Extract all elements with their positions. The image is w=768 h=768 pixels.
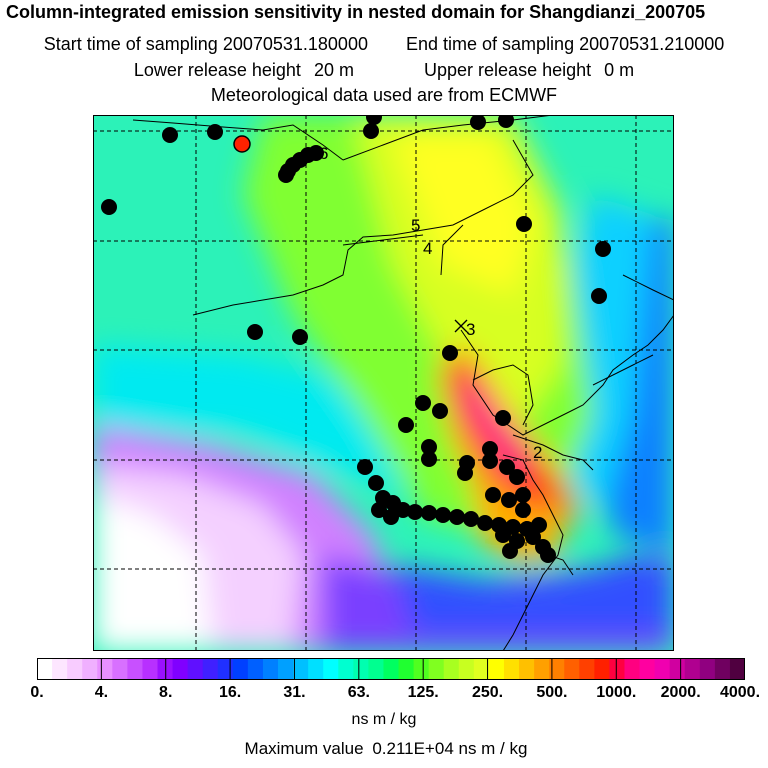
colorbar-swatch	[278, 658, 294, 680]
colorbar-swatch	[353, 658, 369, 680]
plot-title: Column-integrated emission sensitivity i…	[6, 2, 706, 22]
colorbar-tick-label: 16.	[218, 684, 242, 701]
colorbar-swatch	[609, 658, 625, 680]
trajectory-label-5: 5	[411, 216, 420, 235]
emission-sensitivity-map: 2 3 4 5 6	[93, 115, 674, 651]
colorbar-swatch	[443, 658, 460, 680]
maximum-value-number: 0.211E+04 ns m / kg	[372, 739, 528, 758]
colorbar-tick-label: 1000.	[596, 684, 637, 701]
sensitivity-field	[93, 115, 674, 651]
colorbar-tick-label: 500.	[536, 684, 568, 701]
colorbar-swatch	[594, 658, 610, 680]
colorbar-swatch	[473, 658, 490, 680]
colorbar-swatch	[262, 658, 279, 680]
lower-release-value: 20 m	[313, 60, 354, 80]
colorbar-swatch	[458, 658, 475, 680]
colorbar	[37, 658, 745, 680]
colorbar-swatch	[52, 658, 68, 680]
colorbar-swatch	[67, 658, 83, 680]
maximum-value: Maximum value 0.211E+04 ns m / kg	[0, 739, 768, 759]
colorbar-swatch	[639, 658, 656, 680]
colorbar-tick-label: 8.	[159, 684, 173, 701]
colorbar-tick-label: 63.	[347, 684, 370, 701]
colorbar-swatch	[428, 658, 445, 680]
trajectory-label-2: 2	[533, 443, 542, 462]
trajectory-points	[101, 115, 611, 563]
colorbar-swatch	[729, 658, 745, 680]
colorbar-swatch	[669, 658, 686, 680]
start-time-value: 20070531.180000	[222, 34, 368, 54]
colorbar-swatch	[503, 658, 520, 680]
colorbar-swatch	[247, 658, 264, 680]
colorbar-units: ns m / kg	[351, 711, 417, 728]
colorbar-swatch	[172, 658, 189, 680]
colorbar-swatch	[714, 658, 731, 680]
colorbar-swatch	[654, 658, 671, 680]
colorbar-swatch	[202, 658, 219, 680]
colorbar-swatch	[82, 658, 98, 680]
colorbar-swatch	[684, 658, 701, 680]
colorbar-swatch	[383, 658, 400, 680]
end-time-label: End time of sampling	[406, 34, 575, 54]
colorbar-tick-label: 2000.	[660, 684, 701, 701]
colorbar-swatch	[187, 658, 204, 680]
maximum-value-label: Maximum value	[244, 739, 364, 758]
lat-lon-grid	[93, 115, 674, 651]
trajectory-label-3: 3	[466, 320, 475, 339]
trajectory-label-6: 6	[319, 144, 328, 163]
colorbar-swatch	[293, 658, 309, 680]
station-marker	[233, 135, 251, 153]
colorbar-swatch	[488, 658, 505, 680]
release-point-cross	[454, 319, 468, 333]
colorbar-swatch	[142, 658, 159, 680]
colorbar-swatch	[624, 658, 641, 680]
start-time-label: Start time of sampling	[43, 34, 218, 54]
colorbar-swatch	[37, 658, 53, 680]
colorbar-swatch	[699, 658, 716, 680]
colorbar-swatch	[112, 658, 128, 680]
colorbar-swatch	[97, 658, 113, 680]
colorbar-swatch	[338, 658, 354, 680]
met-data-line: Meteorological data used are from ECMWF	[210, 85, 558, 105]
release-heights: Lower release height 20 m Upper release …	[0, 60, 768, 81]
colorbar-tick-label: 0.	[30, 684, 44, 701]
colorbar-swatch	[308, 658, 324, 680]
coastlines	[132, 115, 674, 651]
colorbar-swatch	[413, 658, 430, 680]
colorbar-tick-label: 31.	[283, 684, 306, 701]
lower-release-label: Lower release height	[133, 60, 301, 80]
colorbar-swatch	[398, 658, 415, 680]
colorbar-swatch	[368, 658, 384, 680]
upper-release-value: 0 m	[604, 60, 635, 80]
upper-release-label: Upper release height	[424, 60, 592, 80]
colorbar-border	[37, 658, 745, 680]
colorbar-swatch	[579, 658, 595, 680]
trajectory-label-4: 4	[423, 239, 432, 258]
colorbar-swatch	[534, 658, 550, 680]
colorbar-tick-label: 4000.	[719, 684, 761, 701]
colorbar-tick-label: 125.	[407, 684, 439, 701]
sampling-times: Start time of sampling 20070531.180000 E…	[0, 34, 768, 55]
colorbar-swatch	[127, 658, 143, 680]
colorbar-tick-label: 4.	[94, 684, 109, 701]
end-time-value: 20070531.210000	[579, 34, 725, 54]
colorbar-tick-label: 250.	[471, 684, 504, 701]
colorbar-swatch	[564, 658, 580, 680]
colorbar-swatch	[549, 658, 565, 680]
colorbar-swatch	[217, 658, 234, 680]
trajectory-labels: 2 3 4 5 6	[319, 144, 542, 462]
colorbar-swatch	[519, 658, 535, 680]
colorbar-swatch	[232, 658, 249, 680]
colorbar-swatch	[323, 658, 339, 680]
